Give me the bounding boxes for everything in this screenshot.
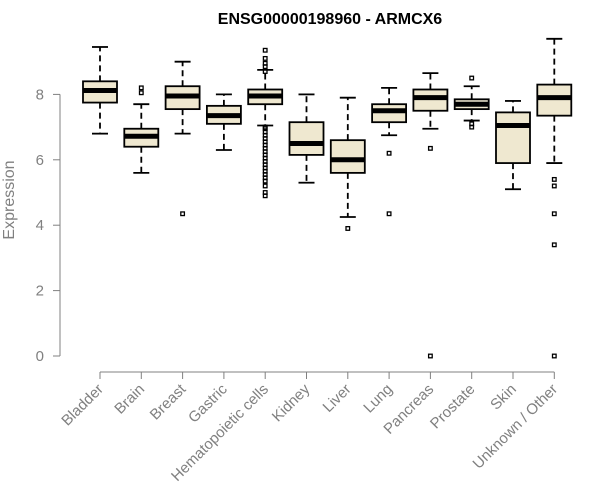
outlier-point bbox=[262, 55, 268, 61]
outlier-point bbox=[386, 211, 392, 217]
box-group bbox=[329, 96, 366, 231]
chart-title: ENSG00000198960 - ARMCX6 bbox=[218, 11, 443, 28]
outlier-point bbox=[551, 211, 557, 217]
x-tick-label: Bladder bbox=[58, 381, 107, 430]
x-tick-label: Breast bbox=[147, 380, 190, 423]
box-group bbox=[205, 93, 242, 151]
outlier-point bbox=[262, 193, 268, 199]
x-tick-label: Liver bbox=[320, 381, 355, 416]
x-tick-label: Brain bbox=[111, 381, 148, 418]
y-axis-label: Expression bbox=[1, 160, 18, 239]
outlier-point bbox=[551, 242, 557, 248]
outlier-point bbox=[551, 176, 557, 182]
y-tick-label: 0 bbox=[36, 348, 44, 365]
box-group bbox=[412, 72, 449, 359]
y-tick-label: 6 bbox=[36, 152, 44, 169]
x-tick-label: Kidney bbox=[269, 380, 314, 425]
y-tick-label: 2 bbox=[36, 283, 44, 300]
box-group bbox=[247, 47, 284, 199]
box-group bbox=[82, 46, 118, 135]
box-group bbox=[495, 100, 531, 191]
boxes bbox=[82, 37, 573, 359]
outlier-point bbox=[551, 353, 557, 359]
box-iqr bbox=[288, 121, 325, 156]
outlier-point bbox=[469, 124, 475, 130]
outlier-point bbox=[262, 64, 268, 70]
outlier-point bbox=[262, 178, 268, 184]
box-group bbox=[288, 93, 325, 184]
x-tick-label: Skin bbox=[487, 381, 520, 414]
x-tick-label: Lung bbox=[360, 381, 396, 417]
box-iqr bbox=[495, 111, 531, 164]
outlier-point bbox=[262, 47, 268, 53]
box-group bbox=[536, 37, 573, 359]
outlier-point bbox=[138, 85, 144, 91]
outlier-point bbox=[138, 90, 144, 96]
outlier-point bbox=[180, 211, 186, 217]
box-group bbox=[371, 86, 408, 217]
box-iqr bbox=[329, 139, 366, 174]
outlier-point bbox=[262, 69, 268, 74]
box-group bbox=[164, 60, 201, 217]
y-tick-label: 8 bbox=[36, 86, 44, 103]
y-tick-label: 4 bbox=[36, 217, 44, 234]
outlier-point bbox=[386, 150, 392, 156]
outlier-point bbox=[427, 353, 433, 359]
outlier-point bbox=[345, 226, 351, 231]
outlier-point bbox=[469, 75, 475, 81]
box-group bbox=[123, 85, 160, 174]
x-tick-label: Prostate bbox=[427, 381, 479, 433]
outlier-point bbox=[551, 183, 557, 189]
outlier-point bbox=[262, 183, 268, 189]
outlier-point bbox=[427, 145, 433, 151]
box-group bbox=[453, 75, 490, 130]
